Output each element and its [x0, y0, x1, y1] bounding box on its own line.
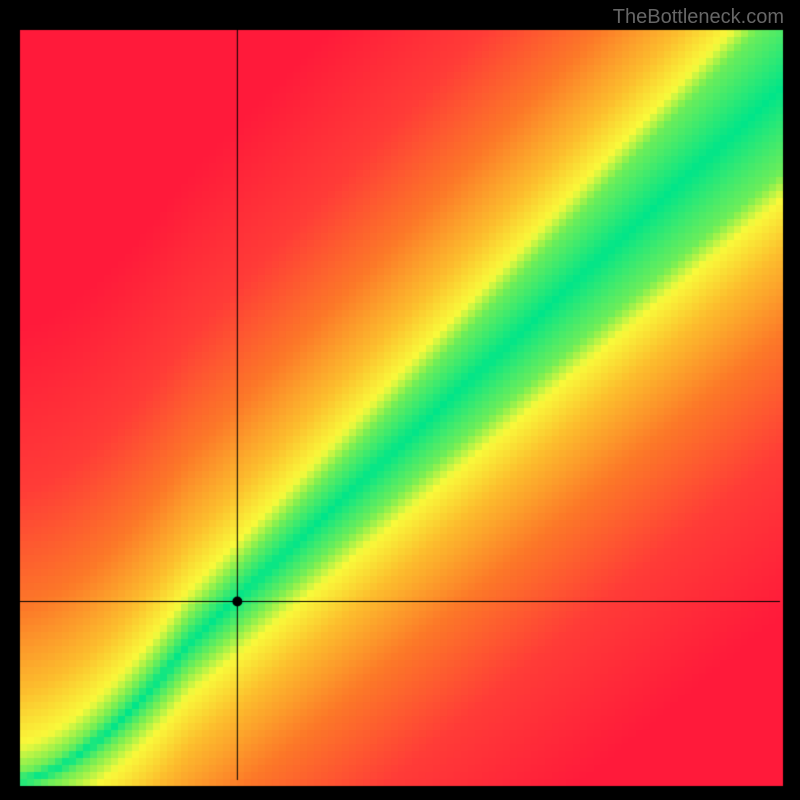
chart-container: TheBottleneck.com [0, 0, 800, 800]
watermark-text: TheBottleneck.com [613, 6, 784, 29]
bottleneck-heatmap [0, 0, 800, 800]
